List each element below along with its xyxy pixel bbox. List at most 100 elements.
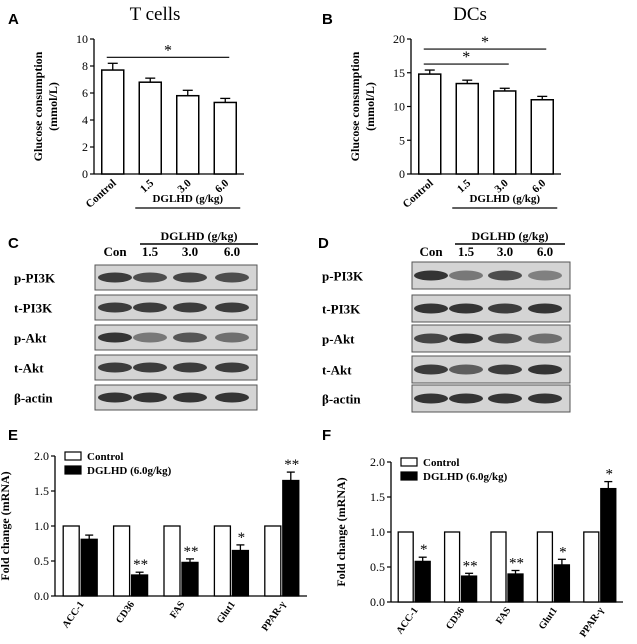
y-tick-label: 1.5	[34, 484, 49, 498]
lane-label: Con	[419, 244, 443, 259]
panel-letter-a: A	[8, 11, 19, 28]
y-axis-label: Fold change (mRNA)	[0, 471, 12, 580]
panel-letter-f: F	[322, 427, 331, 444]
chart-title: DCs	[453, 4, 487, 25]
y-tick-label: 2	[82, 140, 88, 154]
blot-band	[528, 333, 562, 344]
blot-band	[173, 302, 207, 313]
blot-row-label: t-PI3K	[322, 302, 361, 317]
x-tick-label: FAS	[168, 599, 188, 621]
y-tick-label: 1.0	[370, 525, 385, 539]
bar-control	[490, 531, 507, 603]
y-tick-label: 0	[399, 167, 405, 181]
bar-treated	[130, 574, 149, 597]
legend-label-control: Control	[87, 451, 123, 463]
blot-row-label: t-Akt	[14, 361, 44, 376]
significance-mark: *	[559, 544, 567, 560]
y-tick-label: 20	[393, 32, 405, 46]
chart-a: 0 2 4 6 8 10 Glucose consumption(mmol/L) T cell…	[31, 4, 244, 211]
bar-control	[397, 531, 414, 603]
blot-band	[488, 270, 522, 281]
blot-row-label: t-PI3K	[14, 301, 53, 316]
blot-band	[449, 270, 483, 281]
y-tick-label: 10	[393, 100, 405, 114]
y-tick-label: 10	[76, 32, 88, 46]
blot-row-label: β-actin	[322, 392, 361, 407]
bar-control	[62, 525, 80, 597]
significance-mark: **	[509, 556, 524, 572]
y-tick-label: 0.0	[370, 595, 385, 609]
blot-band	[133, 332, 167, 343]
blot-band	[98, 392, 132, 403]
blot-header: DGLHD (g/kg)	[471, 229, 548, 243]
y-axis-label-line1: Glucose consumption	[348, 51, 362, 161]
bar-treated	[282, 479, 300, 597]
bar-treated	[414, 560, 431, 603]
blot-band	[488, 393, 522, 404]
blot-band	[414, 333, 448, 344]
bar-treated	[553, 564, 571, 603]
bar-control	[163, 525, 181, 597]
bar	[176, 94, 200, 175]
y-tick-label: 0	[82, 167, 88, 181]
x-tick-label: ACC-1	[60, 599, 86, 630]
bar-control	[583, 531, 600, 603]
blot-band	[98, 362, 132, 373]
blot-row-label: β-actin	[14, 391, 53, 406]
blot-band	[173, 362, 207, 373]
y-tick-label: 5	[399, 133, 405, 147]
blot-panel-c: DGLHD (g/kg) Con 1.5 3.0 6.0 p-PI3K t-PI3K p-Ak…	[14, 229, 258, 411]
bar-treated	[80, 538, 98, 597]
significance-mark: **	[463, 558, 478, 574]
blot-row-label: p-Akt	[322, 332, 355, 347]
bar-control	[213, 525, 232, 597]
blot-band	[215, 302, 249, 313]
blot-band	[133, 272, 167, 283]
x-tick-label: Control	[401, 177, 436, 210]
blot-header: DGLHD (g/kg)	[160, 229, 237, 243]
panel-letter-e: E	[8, 427, 18, 444]
lane-label: 6.0	[537, 244, 553, 259]
blot-row-label: p-Akt	[14, 331, 47, 346]
x-tick-label: FAS	[494, 605, 514, 627]
lane-label: 3.0	[182, 244, 198, 259]
x-tick-label: PPAR-γ	[578, 605, 607, 639]
blot-band	[414, 393, 448, 404]
blot-band	[133, 362, 167, 373]
y-tick-label: 2.0	[34, 449, 49, 463]
y-tick-label: 1.0	[34, 519, 49, 533]
blot-band	[414, 270, 448, 281]
group-label: DGLHD (g/kg)	[152, 193, 223, 205]
blot-band	[414, 303, 448, 314]
y-tick-label: 15	[393, 66, 405, 80]
western-blots: DGLHD (g/kg) Con 1.5 3.0 6.0 p-PI3K t-PI3K p-Ak…	[14, 229, 571, 413]
y-axis-label: Glucose consumption(mmol/L)	[348, 51, 377, 161]
lane-label: 3.0	[497, 244, 513, 259]
blot-band	[215, 392, 249, 403]
blot-band	[173, 272, 207, 283]
blot-band	[488, 333, 522, 344]
blot-band	[98, 332, 132, 343]
blot-band	[488, 303, 522, 314]
significance-mark: *	[606, 467, 614, 483]
x-tick-label: Glut1	[215, 599, 238, 625]
blot-panel-d: DGLHD (g/kg) Con 1.5 3.0 6.0 p-PI3K t-PI3K p-Ak…	[322, 229, 571, 413]
blot-band	[133, 392, 167, 403]
x-tick-label: ACC-1	[394, 605, 420, 636]
blot-band	[215, 362, 249, 373]
legend-label-treated: DGLHD (6.0g/kg)	[423, 471, 508, 483]
bar	[455, 82, 479, 175]
y-tick-label: 0.0	[34, 589, 49, 603]
bar	[418, 73, 442, 175]
legend-swatch-control	[64, 451, 82, 461]
blot-band	[133, 302, 167, 313]
blot-band	[449, 393, 483, 404]
y-axis-label: Fold change (mRNA)	[334, 477, 348, 586]
x-tick-label: CD36	[444, 605, 467, 631]
panel-letter-d: D	[318, 235, 329, 252]
blot-band	[449, 303, 483, 314]
legend-swatch-treated	[400, 471, 418, 481]
lane-label: 1.5	[458, 244, 475, 259]
